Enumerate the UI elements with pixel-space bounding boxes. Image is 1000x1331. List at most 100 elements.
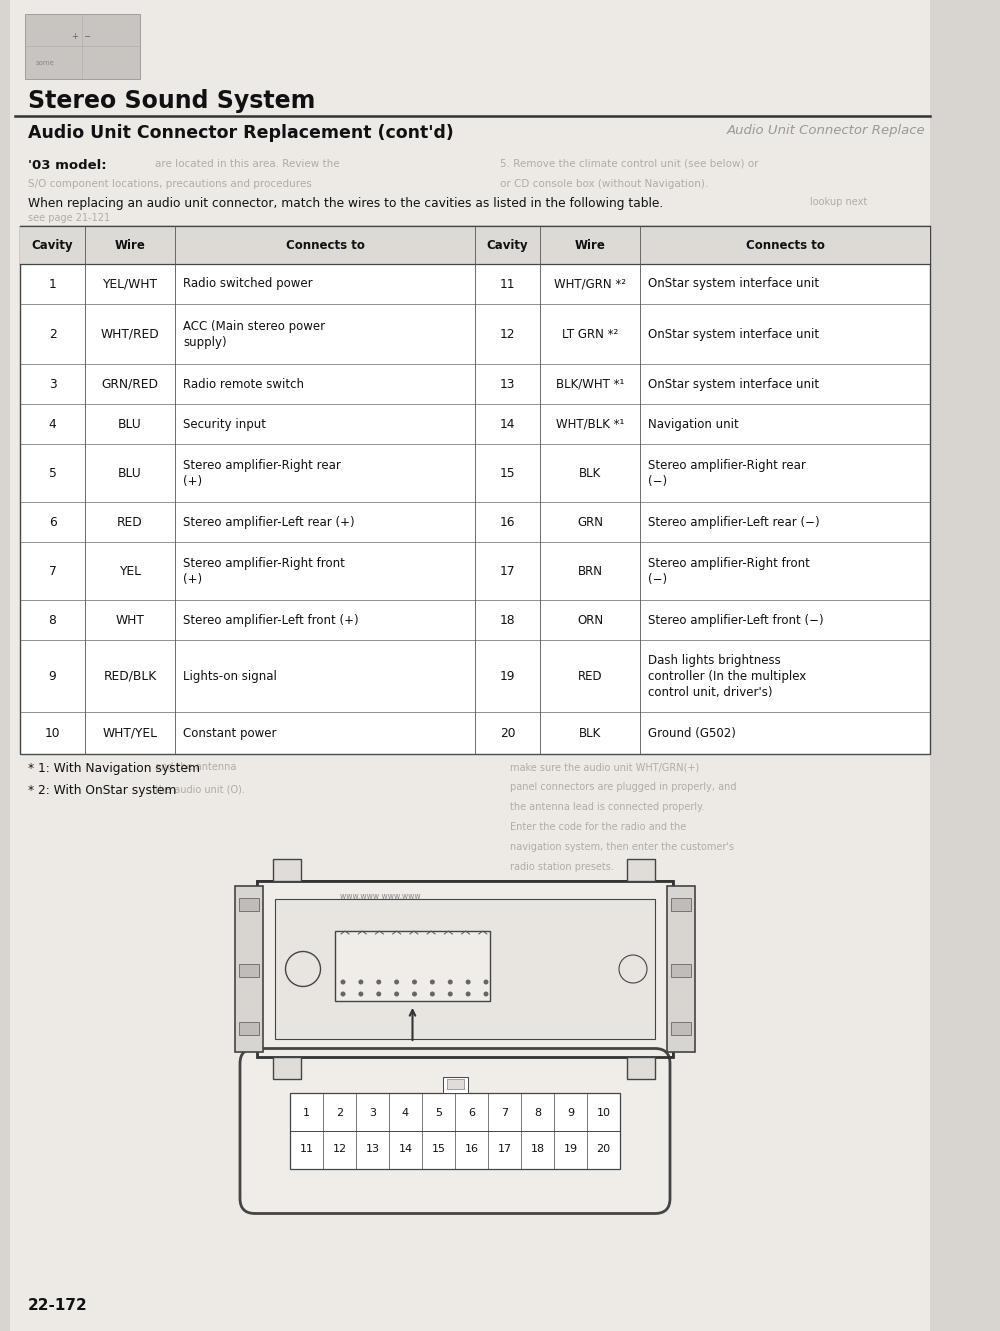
Text: WHT/YEL: WHT/YEL (103, 727, 158, 740)
Text: 10: 10 (45, 727, 60, 740)
Text: 3: 3 (369, 1109, 376, 1118)
Text: 5. Remove the climate control unit (see below) or: 5. Remove the climate control unit (see … (500, 158, 759, 169)
Text: HW: HW (25, 419, 41, 429)
Text: www.www www.www: www.www www.www (340, 892, 420, 901)
Text: * 2: With OnStar system: * 2: With OnStar system (28, 784, 176, 797)
Text: stime: stime (645, 241, 668, 249)
Text: 4: 4 (49, 418, 56, 430)
Text: ht-Right rear: ht-Right rear (25, 469, 83, 478)
Text: solo|: solo| (25, 672, 46, 680)
Text: able ca: able ca (25, 330, 58, 338)
Bar (257, 881, 673, 1057)
Text: or: or (25, 728, 34, 737)
Text: 20: 20 (500, 727, 515, 740)
Text: GRN: GRN (577, 515, 603, 528)
Text: 1: 1 (303, 1109, 310, 1118)
Text: S/O component locations, precautions and procedures: S/O component locations, precautions and… (28, 178, 312, 189)
Text: 9: 9 (49, 669, 56, 683)
Circle shape (412, 980, 417, 985)
Text: eft front: eft front (25, 518, 62, 527)
Circle shape (448, 980, 453, 985)
Bar (273, 1057, 301, 1079)
Text: 11: 11 (500, 277, 515, 290)
Text: 12: 12 (500, 327, 515, 341)
Circle shape (286, 952, 320, 986)
Text: panel connectors are plugged in properly, and: panel connectors are plugged in properly… (510, 783, 736, 792)
Bar (239, 898, 259, 910)
Text: Radio switched power: Radio switched power (183, 277, 313, 290)
Bar (20, 226, 930, 753)
Text: Lights-on signal: Lights-on signal (183, 669, 277, 683)
Bar (275, 898, 655, 1040)
Text: Wire: Wire (115, 238, 145, 252)
Text: bl at: bl at (478, 280, 498, 289)
Circle shape (394, 980, 399, 985)
Text: Removes: Removes (25, 615, 66, 624)
Text: ORN: ORN (577, 614, 603, 627)
Text: WHT/BLK *¹: WHT/BLK *¹ (556, 418, 624, 430)
Text: 1: 1 (49, 277, 56, 290)
Text: Stereo amplifier-Right front
(−): Stereo amplifier-Right front (−) (648, 556, 810, 586)
Text: Constant power: Constant power (183, 727, 276, 740)
Text: some: some (36, 60, 54, 67)
Text: Cavity: Cavity (487, 238, 528, 252)
Bar (239, 1022, 259, 1036)
Text: Cavity: Cavity (32, 238, 73, 252)
Circle shape (358, 992, 363, 997)
Circle shape (376, 992, 381, 997)
Text: full: full (478, 672, 492, 680)
Text: 16: 16 (500, 515, 515, 528)
Text: GRN/RED: GRN/RED (102, 378, 158, 390)
Text: BLU: BLU (118, 466, 142, 479)
Text: 16: 16 (464, 1143, 479, 1154)
Circle shape (466, 980, 471, 985)
Text: OnStar system interface unit: OnStar system interface unit (648, 277, 819, 290)
Text: Connects to: Connects to (746, 238, 824, 252)
Text: 15: 15 (432, 1143, 446, 1154)
Text: OnStar system interface unit: OnStar system interface unit (648, 378, 819, 390)
Text: no: no (25, 379, 36, 389)
Circle shape (466, 992, 471, 997)
Text: Stereo amplifier-Right front
(+): Stereo amplifier-Right front (+) (183, 556, 345, 586)
Text: 7: 7 (49, 564, 56, 578)
Text: 17: 17 (497, 1143, 512, 1154)
Circle shape (376, 980, 381, 985)
Text: the-J: the-J (478, 518, 499, 527)
Text: 5: 5 (435, 1109, 442, 1118)
Text: RED: RED (578, 669, 602, 683)
Circle shape (358, 980, 363, 985)
Text: 5: 5 (49, 466, 56, 479)
Text: Stereo amplifier-Left front (−): Stereo amplifier-Left front (−) (648, 614, 824, 627)
Text: Stereo amplifier-Left rear (+): Stereo amplifier-Left rear (+) (183, 515, 355, 528)
Text: 2: 2 (49, 327, 56, 341)
Bar (446, 1079, 464, 1089)
Text: ACC (Main stereo power
supply): ACC (Main stereo power supply) (183, 319, 325, 349)
Bar (627, 858, 655, 881)
Text: 8: 8 (49, 614, 56, 627)
Bar (239, 964, 259, 977)
Bar (273, 858, 301, 881)
Text: the antenna lead is connected properly.: the antenna lead is connected properly. (510, 803, 704, 812)
Bar (290, 1093, 620, 1169)
Text: Radio remote switch: Radio remote switch (183, 378, 304, 390)
Text: 6: 6 (468, 1109, 475, 1118)
Text: or CD console box (without Navigation).: or CD console box (without Navigation). (500, 178, 708, 189)
Text: 18: 18 (500, 614, 515, 627)
Text: the Lo: the Lo (478, 615, 506, 624)
Bar (671, 898, 691, 910)
Bar (257, 881, 673, 1057)
Circle shape (394, 992, 399, 997)
Circle shape (430, 980, 435, 985)
Text: BLK: BLK (579, 727, 601, 740)
Text: Audio Unit Connector Replacement (cont'd): Audio Unit Connector Replacement (cont'd… (28, 124, 454, 142)
Text: ht front: ht front (25, 567, 59, 575)
Text: Stereo amplifier-Left rear (−): Stereo amplifier-Left rear (−) (648, 515, 820, 528)
Text: lookup next: lookup next (810, 197, 867, 208)
Circle shape (619, 956, 647, 984)
Bar (235, 886, 263, 1051)
Text: WHT/RED: WHT/RED (101, 327, 159, 341)
Text: Stereo amplifier-Right rear
(+): Stereo amplifier-Right rear (+) (183, 458, 341, 487)
Text: WHT/GRN *²: WHT/GRN *² (554, 277, 626, 290)
Bar (25, 15, 140, 79)
Text: 17: 17 (500, 564, 515, 578)
